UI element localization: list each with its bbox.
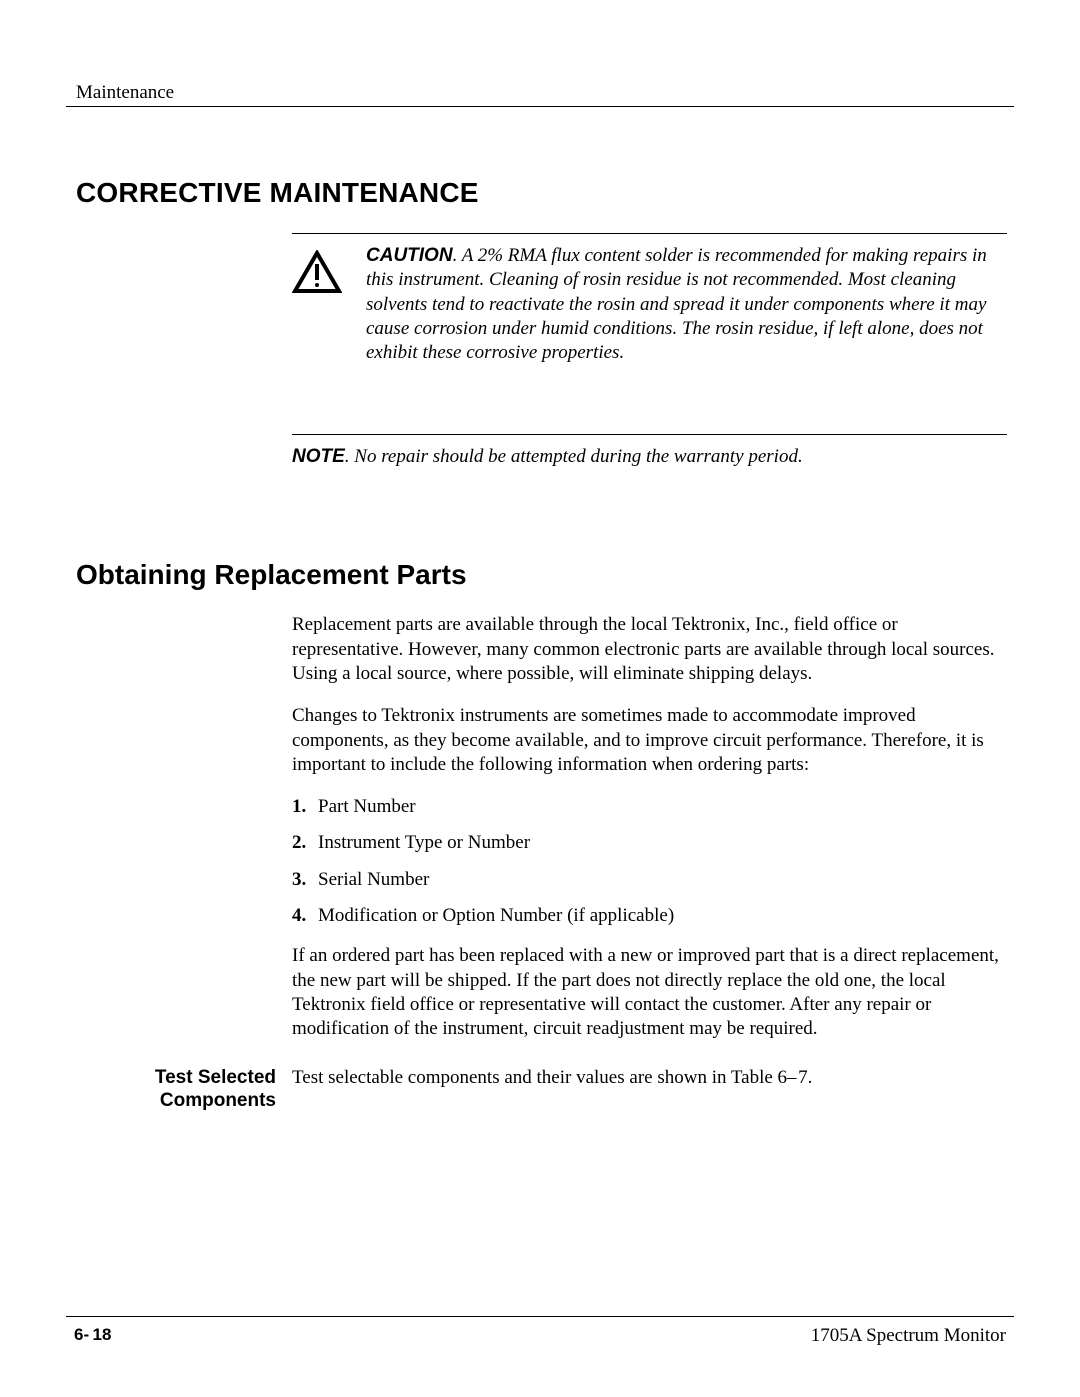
list-text: Part Number <box>318 795 416 819</box>
section-heading: Obtaining Replacement Parts <box>76 559 1014 591</box>
list-number: 1. <box>292 795 318 819</box>
note-label: NOTE <box>292 446 345 467</box>
caution-text: CAUTION. A 2% RMA flux content solder is… <box>366 244 1007 366</box>
paragraph: Changes to Tektronix instruments are som… <box>292 704 1007 777</box>
list-text: Instrument Type or Number <box>318 831 530 855</box>
paragraph: Replacement parts are available through … <box>292 613 1007 686</box>
list-item: 3. Serial Number <box>292 868 1007 892</box>
warning-icon <box>292 244 366 294</box>
content-column: CAUTION. A 2% RMA flux content solder is… <box>292 233 1007 469</box>
header-section-label: Maintenance <box>76 82 1014 104</box>
side-heading-row: Test Selected Components Test selectable… <box>292 1066 1007 1114</box>
paragraph: If an ordered part has been replaced wit… <box>292 944 1007 1041</box>
caution-top-rule <box>292 233 1007 234</box>
list-item: 2. Instrument Type or Number <box>292 831 1007 855</box>
side-heading: Test Selected Components <box>68 1066 292 1114</box>
caution-body: . A 2% RMA flux content solder is recomm… <box>366 245 987 363</box>
list-number: 4. <box>292 904 318 928</box>
footer-rule <box>66 1316 1014 1317</box>
header-rule <box>66 106 1014 107</box>
list-text: Serial Number <box>318 868 429 892</box>
list-text: Modification or Option Number (if applic… <box>318 904 674 928</box>
page-number: 6- 18 <box>74 1325 111 1347</box>
side-body-text: Test selectable components and their val… <box>292 1066 1007 1114</box>
document-title: 1705A Spectrum Monitor <box>811 1325 1006 1347</box>
ordered-list: 1. Part Number 2. Instrument Type or Num… <box>292 795 1007 928</box>
page: Maintenance CORRECTIVE MAINTENANCE CAUTI… <box>0 0 1080 1397</box>
caution-label: CAUTION <box>366 245 453 266</box>
list-item: 4. Modification or Option Number (if app… <box>292 904 1007 928</box>
list-number: 2. <box>292 831 318 855</box>
list-number: 3. <box>292 868 318 892</box>
page-title: CORRECTIVE MAINTENANCE <box>76 177 1014 209</box>
caution-block: CAUTION. A 2% RMA flux content solder is… <box>292 244 1007 366</box>
section-body: Replacement parts are available through … <box>292 613 1007 1113</box>
note-block: NOTE. No repair should be attempted duri… <box>292 445 1007 470</box>
page-footer: 6- 18 1705A Spectrum Monitor <box>66 1316 1014 1347</box>
footer-row: 6- 18 1705A Spectrum Monitor <box>66 1325 1014 1347</box>
note-body: . No repair should be attempted during t… <box>345 446 803 467</box>
list-item: 1. Part Number <box>292 795 1007 819</box>
note-top-rule <box>292 434 1007 435</box>
